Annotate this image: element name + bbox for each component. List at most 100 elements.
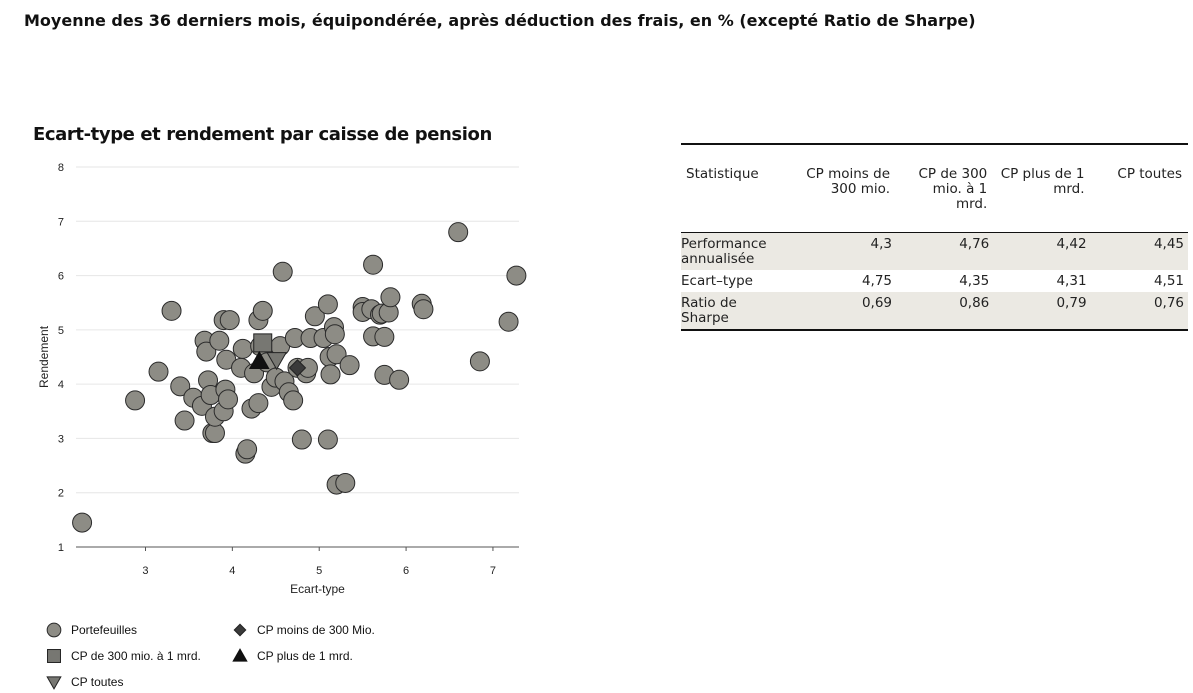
portfolio-point [283,390,304,411]
portfolio-point [170,376,191,397]
portfolio-point [72,512,93,533]
legend-item: CP toutes [45,674,123,690]
table-cell: 4,51 [1153,273,1184,289]
portfolio-point [148,361,169,382]
x-tick-label: 5 [316,565,322,577]
legend-item: Portefeuilles [45,622,137,638]
portfolio-point [317,429,338,450]
portfolio-point [219,310,240,331]
legend-label: CP toutes [71,675,124,689]
portfolio-point [304,306,325,327]
y-tick-label: 4 [58,379,64,391]
x-tick-label: 6 [403,565,409,577]
y-tick-label: 5 [58,325,64,337]
table-cell: 4,42 [993,232,1091,270]
portfolio-point [448,222,469,243]
portfolio-point [317,294,338,315]
scatter-plot: 1 2 3 4 5 6 7 8 3 4 5 6 7 Ecart-type Rendement [37,162,527,596]
row-label: Ecart–type [681,273,753,289]
cp-small-point [288,359,307,377]
portfolio-point [237,439,258,460]
portfolio-point [196,341,217,362]
table-cell: 4,3 [784,232,896,270]
legend-marker [46,622,62,638]
table-header-cell: CP toutes [1090,143,1188,233]
table-header-row: Statistique CP moins de 300 mio. CP de 3… [681,143,1188,233]
y-tick-label: 7 [58,216,64,228]
legend-label: Portefeuilles [71,623,138,637]
portfolio-point [218,389,239,410]
chart-title: Ecart-type et rendement par caisse de pe… [33,124,492,145]
portfolio-point [252,300,273,321]
y-tick-label: 8 [58,162,64,174]
portfolio-point [326,344,347,365]
legend-marker [233,623,247,637]
portfolio-point [374,326,395,347]
legend: Portefeuilles CP moins de 300 Mio. CP de 3… [45,622,465,692]
table-cell: 0,79 [993,292,1091,331]
table-cell: 4,76 [896,232,994,270]
portfolio-point [320,364,341,385]
table-cell: 4,31 [1056,273,1087,289]
legend-item: CP de 300 mio. à 1 mrd. [45,648,201,664]
row-label: Ratio de Sharpe [681,292,785,331]
cp-large-point [248,350,270,369]
portfolio-point [339,355,360,376]
table-cell: 4,45 [1090,232,1188,270]
cp-all-point [266,352,288,371]
portfolio-point [161,300,182,321]
portfolio-point [413,299,434,320]
legend-marker [47,649,61,663]
y-axis-label: Rendement [37,325,51,388]
table-row: Ratio de Sharpe 0,69 0,86 0,79 0,76 [681,292,1188,331]
table-cell: 4,75 [861,273,892,289]
x-tick-label: 7 [490,565,496,577]
triangle-down-marker-icon [46,676,62,690]
circle-marker-icon [46,622,62,638]
legend-marker [232,648,248,662]
portfolio-point [174,410,195,431]
x-tick-label: 4 [229,565,235,577]
x-axis-label: Ecart-type [290,582,345,596]
y-tick-label: 3 [58,433,64,445]
legend-item: CP moins de 300 Mio. [231,622,375,638]
portfolio-point [335,472,356,493]
legend-marker [46,676,62,690]
y-tick-label: 6 [58,271,64,283]
table-header-cell: CP moins de 300 mio. [784,143,896,233]
portfolio-point [363,254,384,275]
y-tick-label: 1 [58,542,64,554]
diamond-marker-icon [233,623,247,637]
portfolio-point [380,287,401,308]
table-header-cell: CP de 300 mio. à 1 mrd. [896,143,994,233]
portfolio-point [248,393,269,414]
portfolio-point [209,330,230,351]
x-tick-label: 3 [142,565,148,577]
portfolio-point [324,324,345,345]
page-title: Moyenne des 36 derniers mois, équipondér… [24,11,976,30]
table-row: Ecart–type 4,75 4,35 4,31 4,51 [681,270,1188,292]
table-header-cell: CP plus de 1 mrd. [993,143,1091,233]
table-header-cell: Statistique [681,143,785,233]
cp-mid-point [253,333,273,353]
table-cell: 4,35 [959,273,990,289]
legend-label: CP plus de 1 mrd. [257,649,353,663]
y-tick-label: 2 [58,488,64,500]
row-label: Performance annualisée [681,232,785,270]
portfolio-point [291,429,312,450]
legend-item: CP plus de 1 mrd. [231,648,353,664]
portfolio-point [232,338,253,359]
statistics-table: Statistique CP moins de 300 mio. CP de 3… [681,143,1188,331]
portfolio-point [125,390,146,411]
legend-label: CP moins de 300 Mio. [257,623,375,637]
table-cell: 0,76 [1090,292,1188,331]
portfolio-point [506,265,527,286]
table-cell: 0,86 [896,292,994,331]
portfolio-point [498,311,519,332]
triangle-up-marker-icon [232,648,248,662]
legend-label: CP de 300 mio. à 1 mrd. [71,649,201,663]
table-cell: 0,69 [784,292,896,331]
portfolio-point [389,369,410,390]
portfolio-point [272,261,293,282]
square-marker-icon [47,649,61,663]
